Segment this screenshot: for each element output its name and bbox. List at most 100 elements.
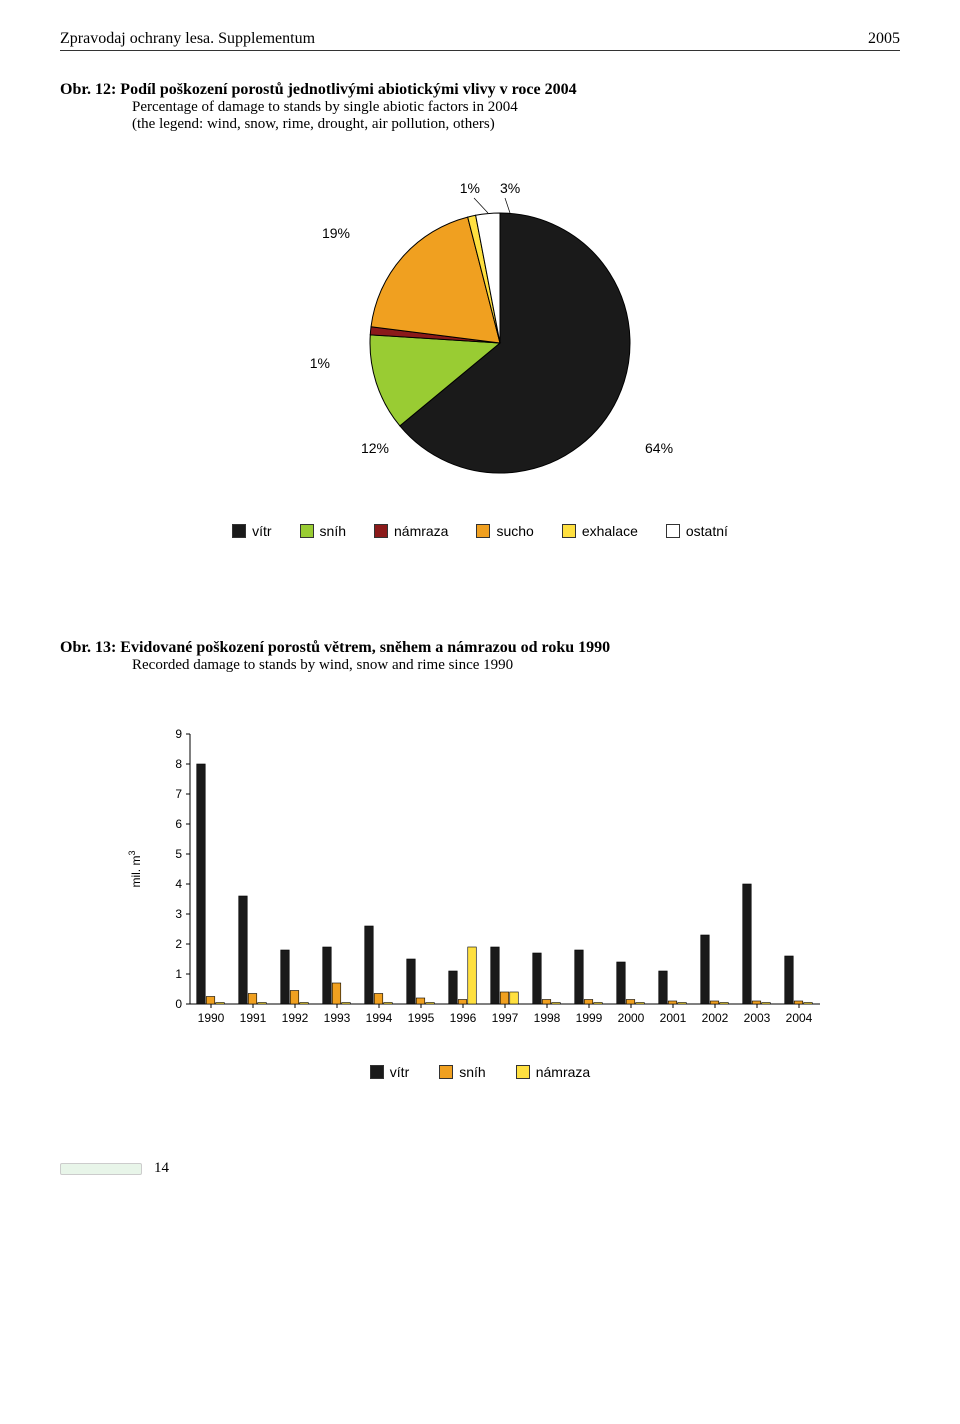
bar-námraza xyxy=(720,1003,729,1005)
pie-title: Obr. 12: Podíl poškození porostů jednotl… xyxy=(60,81,900,99)
svg-text:8: 8 xyxy=(175,757,182,771)
svg-text:2003: 2003 xyxy=(744,1011,771,1025)
svg-text:2001: 2001 xyxy=(660,1011,687,1025)
bar-subtitle: Recorded damage to stands by wind, snow … xyxy=(132,657,900,674)
bar-vítr xyxy=(575,950,584,1004)
bar-vítr xyxy=(743,884,752,1004)
bar-námraza xyxy=(384,1003,393,1005)
legend-label: sníh xyxy=(459,1064,485,1080)
bar-námraza xyxy=(804,1003,813,1005)
bar-sníh xyxy=(626,1000,635,1005)
legend-color-box xyxy=(562,524,576,538)
pie-legend-item: ostatní xyxy=(666,523,728,539)
svg-text:2: 2 xyxy=(175,937,182,951)
bar-vítr xyxy=(281,950,290,1004)
legend-label: vítr xyxy=(390,1064,409,1080)
pie-label: 3% xyxy=(500,180,520,196)
legend-label: ostatní xyxy=(686,523,728,539)
legend-color-box xyxy=(666,524,680,538)
svg-text:1998: 1998 xyxy=(534,1011,561,1025)
pie-label: 19% xyxy=(322,225,350,241)
svg-text:2000: 2000 xyxy=(618,1011,645,1025)
pie-label: 12% xyxy=(361,440,389,456)
page-header: Zpravodaj ochrany lesa. Supplementum 200… xyxy=(60,30,900,51)
bar-title-block: Obr. 13: Evidované poškození porostů vět… xyxy=(60,639,900,674)
legend-label: námraza xyxy=(536,1064,590,1080)
bar-vítr xyxy=(407,959,416,1004)
pie-label: 64% xyxy=(645,440,673,456)
pie-legend-item: námraza xyxy=(374,523,448,539)
svg-text:1995: 1995 xyxy=(408,1011,435,1025)
bar-sníh xyxy=(668,1001,677,1004)
header-left: Zpravodaj ochrany lesa. Supplementum xyxy=(60,30,315,48)
bar-vítr xyxy=(491,947,500,1004)
svg-text:7: 7 xyxy=(175,787,182,801)
page: Zpravodaj ochrany lesa. Supplementum 200… xyxy=(0,0,960,1217)
bar-námraza xyxy=(510,992,519,1004)
bar-námraza xyxy=(426,1003,435,1005)
pie-legend: vítr sníh námraza sucho exhalace ostatní xyxy=(60,523,900,539)
bar-legend-item: námraza xyxy=(516,1064,590,1080)
bar-námraza xyxy=(552,1003,561,1005)
svg-text:2002: 2002 xyxy=(702,1011,729,1025)
svg-text:1990: 1990 xyxy=(198,1011,225,1025)
svg-text:1994: 1994 xyxy=(366,1011,393,1025)
bar-vítr xyxy=(197,764,206,1004)
bar-sníh xyxy=(248,994,257,1005)
bar-vítr xyxy=(449,971,458,1004)
legend-label: vítr xyxy=(252,523,271,539)
svg-text:2004: 2004 xyxy=(786,1011,813,1025)
bar-sníh xyxy=(332,983,341,1004)
bar-vítr xyxy=(701,935,710,1004)
bar-sníh xyxy=(374,994,383,1005)
legend-label: exhalace xyxy=(582,523,638,539)
svg-text:1: 1 xyxy=(175,967,182,981)
svg-text:1999: 1999 xyxy=(576,1011,603,1025)
pie-label: 1% xyxy=(460,180,480,196)
page-number: 14 xyxy=(154,1160,169,1177)
svg-text:9: 9 xyxy=(175,727,182,741)
pie-subtitle-1: Percentage of damage to stands by single… xyxy=(132,99,900,116)
bar-námraza xyxy=(342,1003,351,1005)
bar-legend: vítr sníh námraza xyxy=(60,1064,900,1080)
bar-legend-item: vítr xyxy=(370,1064,409,1080)
legend-color-box xyxy=(439,1065,453,1079)
svg-text:1992: 1992 xyxy=(282,1011,309,1025)
bar-sníh xyxy=(458,1000,467,1005)
legend-color-box xyxy=(232,524,246,538)
svg-text:6: 6 xyxy=(175,817,182,831)
legend-label: sucho xyxy=(496,523,533,539)
bar-sníh xyxy=(290,991,299,1005)
bar-sníh xyxy=(206,997,215,1005)
bar-vítr xyxy=(617,962,626,1004)
header-right: 2005 xyxy=(868,30,900,48)
pie-legend-item: vítr xyxy=(232,523,271,539)
bar-svg: 0123456789mil. m319901991199219931994199… xyxy=(120,724,840,1044)
bar-vítr xyxy=(239,896,248,1004)
bar-title: Obr. 13: Evidované poškození porostů vět… xyxy=(60,639,900,657)
bar-sníh xyxy=(794,1001,803,1004)
legend-label: sníh xyxy=(320,523,346,539)
svg-text:1997: 1997 xyxy=(492,1011,519,1025)
bar-sníh xyxy=(584,1000,593,1005)
svg-text:0: 0 xyxy=(175,997,182,1011)
bar-námraza xyxy=(300,1003,309,1005)
footer-decorative-bar xyxy=(60,1163,142,1175)
bar-vítr xyxy=(785,956,794,1004)
svg-text:1993: 1993 xyxy=(324,1011,351,1025)
svg-text:3: 3 xyxy=(175,907,182,921)
bar-legend-item: sníh xyxy=(439,1064,485,1080)
legend-color-box xyxy=(300,524,314,538)
pie-svg: 1%3%19%1%12%64% xyxy=(200,173,760,493)
bar-vítr xyxy=(365,926,374,1004)
legend-color-box xyxy=(370,1065,384,1079)
legend-color-box xyxy=(516,1065,530,1079)
svg-text:5: 5 xyxy=(175,847,182,861)
legend-label: námraza xyxy=(394,523,448,539)
bar-námraza xyxy=(762,1003,771,1005)
bar-sníh xyxy=(542,1000,551,1005)
pie-chart: 1%3%19%1%12%64% xyxy=(60,173,900,493)
pie-legend-item: exhalace xyxy=(562,523,638,539)
bar-y-label: mil. m3 xyxy=(127,850,143,887)
bar-námraza xyxy=(258,1003,267,1005)
